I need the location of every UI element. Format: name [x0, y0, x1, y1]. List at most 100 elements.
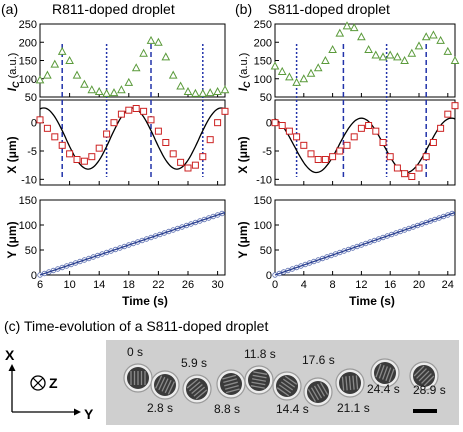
droplet-stripe — [284, 375, 298, 385]
ic-point — [400, 55, 409, 64]
x-point — [95, 144, 103, 152]
time-label: 28.9 s — [413, 383, 446, 397]
ic-point — [43, 70, 52, 79]
time-label: 0 s — [127, 345, 143, 359]
x-point — [379, 139, 387, 146]
x-point — [271, 119, 279, 127]
x-tick-label: 0 — [272, 279, 278, 291]
droplet-stripe — [307, 389, 317, 402]
x-point — [300, 141, 308, 149]
droplet-stripe — [316, 383, 326, 397]
droplet-stripe — [421, 373, 432, 384]
x-point — [147, 116, 155, 124]
ic-point — [57, 46, 67, 55]
x-point — [214, 119, 222, 127]
y-tick-label: 150 — [254, 56, 272, 68]
panel-a-y-label: Y (μm) — [5, 221, 19, 258]
ic-point — [124, 77, 134, 86]
droplet-stripe — [195, 389, 208, 400]
x-point — [393, 164, 401, 172]
ic-point — [213, 86, 222, 96]
y-tick-label: 50 — [25, 245, 37, 257]
x-point — [314, 156, 322, 163]
x-point — [132, 105, 140, 112]
x-point — [66, 150, 74, 158]
y-tick-label: 100 — [254, 220, 272, 232]
ic-point — [168, 70, 178, 79]
x-point — [169, 150, 177, 158]
x-point — [372, 127, 380, 135]
x-point — [125, 106, 133, 114]
droplet-stripe — [224, 381, 238, 387]
ic-point — [139, 48, 148, 57]
x-point — [206, 136, 214, 144]
y-tick-label: 0 — [266, 270, 272, 282]
x-point — [437, 124, 445, 132]
ic-point — [385, 50, 395, 59]
ic-point — [364, 44, 373, 54]
ic-point — [80, 79, 89, 88]
x-point — [199, 153, 207, 161]
y-tick-label: -5 — [27, 146, 37, 158]
droplet-stripe — [313, 385, 323, 399]
y-tick-label: 250 — [19, 19, 37, 31]
x-point — [321, 156, 329, 163]
axis-z-letter: Z — [49, 375, 58, 391]
x-tick-label: 16 — [384, 279, 396, 291]
x-point — [80, 157, 88, 165]
droplet-stripe — [188, 381, 201, 392]
droplet-stripe — [418, 370, 430, 382]
axis-z-out-of-plane-symbol — [30, 375, 46, 391]
droplet — [123, 363, 153, 393]
panel-a-title: R811-doped droplet — [52, 1, 175, 17]
droplet-stripe — [348, 375, 352, 391]
panel-b-ic-frame — [274, 23, 456, 98]
x-point — [103, 130, 111, 138]
droplet-stripe — [278, 384, 292, 394]
x-point — [51, 133, 59, 141]
droplet-stripe — [164, 379, 172, 394]
y-fit-line — [274, 211, 456, 276]
droplet-stripe — [381, 366, 389, 380]
ic-point — [87, 85, 97, 94]
y-fit-line — [39, 211, 226, 276]
droplet — [182, 374, 212, 404]
ic-point — [191, 88, 200, 97]
x-point — [365, 122, 373, 129]
x-point — [191, 161, 199, 169]
time-label: 17.6 s — [302, 353, 335, 367]
droplet — [150, 370, 180, 400]
droplet-stripe — [388, 368, 395, 383]
y-tick-label: 200 — [254, 37, 272, 49]
x-tick-label: 6 — [37, 279, 43, 291]
droplet-stripe — [186, 378, 199, 389]
droplet-stripe — [352, 375, 355, 390]
droplet-stripe — [385, 367, 392, 381]
y-tick-label: 100 — [19, 74, 37, 86]
x-tick-label: 4 — [301, 279, 307, 291]
x-point — [329, 153, 337, 161]
x-point — [88, 153, 96, 161]
y-tick-label: 150 — [19, 195, 37, 207]
y-tick-label: 150 — [19, 56, 37, 68]
droplet-stripe — [378, 365, 385, 379]
x-tick-label: 18 — [123, 279, 135, 291]
x-tick-label: 20 — [413, 279, 425, 291]
droplet-stripe — [355, 375, 359, 390]
axis-y-letter: Y — [84, 406, 94, 422]
panel-a-ic-label: IC (a.u.) — [5, 53, 21, 92]
x-tick-label: 14 — [93, 279, 105, 291]
x-point — [36, 116, 44, 124]
ic-point — [154, 37, 163, 46]
droplet-stripe — [158, 376, 166, 391]
droplet-stripe — [253, 371, 268, 375]
ic-point — [292, 77, 301, 86]
y-tick-label: 100 — [19, 220, 37, 232]
time-label: 24.4 s — [367, 382, 400, 396]
ic-point — [198, 88, 208, 97]
y-tick-label: 250 — [254, 19, 272, 31]
ic-point — [342, 21, 352, 30]
ic-point — [109, 88, 119, 97]
ic-point — [270, 61, 280, 70]
panel-b-x-label: X (μm) — [236, 136, 250, 173]
